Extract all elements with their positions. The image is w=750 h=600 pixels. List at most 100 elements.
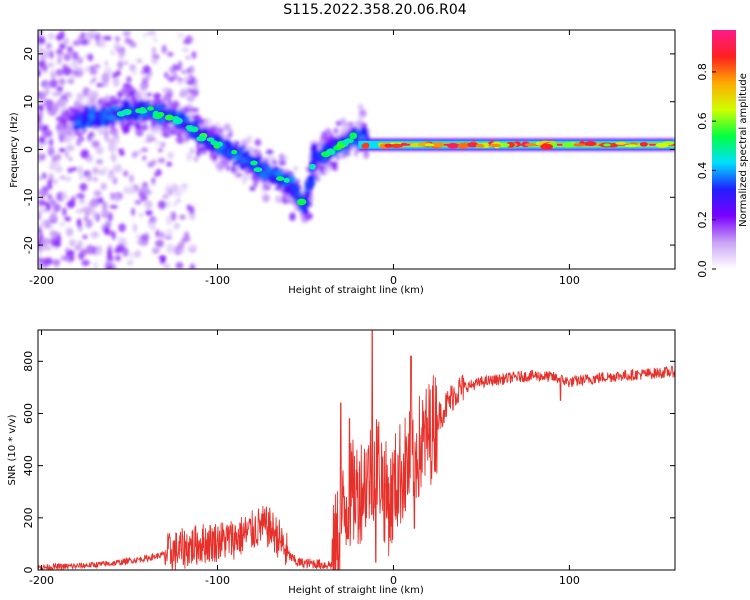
spectrogram-cell (114, 254, 121, 262)
spectrogram-cell (69, 254, 75, 262)
spectrogram-peak (296, 198, 307, 206)
spectrogram-cell (76, 92, 85, 102)
spectrogram-cell (153, 92, 162, 100)
x-tick-label: -100 (205, 574, 230, 587)
spectrogram-cell (278, 152, 285, 161)
spectrogram-cell (157, 157, 166, 164)
chart-title: S115.2022.358.20.06.R04 (283, 2, 466, 18)
spectrogram-cell (74, 131, 84, 137)
spectrogram-band-spot (488, 143, 502, 148)
spectrogram-cell (254, 138, 262, 147)
spectrogram-cell (151, 221, 156, 230)
spectrogram-cell (166, 243, 175, 254)
spectrogram-cell (93, 64, 101, 69)
spectrogram-cell (146, 133, 154, 140)
spectrogram-cell (161, 87, 170, 93)
spectrogram-cell (182, 47, 190, 53)
colorbar-ticks: 0.0 0.2 0.4 0.6 0.8 (696, 63, 716, 278)
spectrogram-peak (164, 114, 174, 121)
spectrogram-cell (225, 164, 231, 172)
spectrogram-cell (173, 245, 183, 256)
spectrogram-cell (122, 60, 129, 65)
spectrogram-cell (96, 82, 104, 88)
spectrogram-cell (83, 216, 88, 221)
spectrogram-cell (215, 149, 224, 156)
spectrogram-peak (253, 167, 263, 173)
spectrogram-band-spot (615, 141, 627, 145)
spectrogram-cell (193, 114, 202, 121)
spectrogram-cell (122, 186, 131, 194)
spectrogram-cell (80, 248, 88, 257)
spectrogram-cell (110, 49, 115, 56)
spectrogram-cell (240, 159, 247, 164)
spectrogram-cell (163, 263, 171, 269)
spectrogram-cell (187, 244, 195, 253)
spectrogram-band-spot (624, 144, 638, 148)
spectrogram-cell (193, 119, 200, 124)
spectrogram-cell (49, 230, 59, 239)
spectrogram-cell (157, 200, 167, 210)
spectrogram-cell (50, 71, 55, 77)
spectrogram-cell (66, 144, 75, 152)
spectrogram-cell (71, 166, 78, 172)
spectrogram-cell (46, 181, 53, 190)
spectrogram-cell (93, 190, 102, 197)
spectrogram-cell (289, 212, 296, 222)
spectrogram-cell (92, 77, 97, 82)
spectrogram-cell (167, 151, 174, 160)
spectrogram-cell (106, 254, 114, 262)
spectrogram-cell (93, 90, 99, 96)
spectrogram-peak (326, 148, 336, 156)
spectrogram-cell (213, 122, 222, 127)
spectrogram-cell (62, 63, 67, 72)
spectrogram-cell (77, 165, 84, 176)
spectrogram-cell (97, 97, 104, 106)
spectrogram-cell (49, 210, 58, 221)
x-tick-label: 100 (559, 574, 580, 587)
spectrogram-x-ticks: -200 -100 0 100 (29, 30, 580, 287)
spectrogram-peak (309, 163, 316, 170)
spectrogram-cell (71, 71, 76, 81)
spectrogram-cell (174, 128, 182, 134)
spectrogram-cell (76, 218, 82, 228)
spectrogram-peak (349, 132, 358, 140)
spectrogram-band-spot (457, 142, 468, 149)
spectrogram-cell (135, 234, 141, 239)
spectrogram-cell (157, 147, 164, 153)
spectrogram-cell (315, 177, 321, 183)
spectrogram-cell (151, 57, 159, 65)
spectrogram-cell (133, 112, 140, 120)
spectrogram-cell (111, 72, 119, 79)
spectrogram-cell (155, 229, 160, 238)
spectrogram-cell (107, 172, 116, 181)
spectrogram-cell (142, 155, 147, 161)
spectrogram-cell (119, 151, 125, 156)
spectrogram-cell (38, 60, 47, 69)
spectrogram-cell (205, 118, 213, 125)
spectrogram-cell (151, 177, 156, 184)
spectrogram-cell (126, 76, 132, 84)
spectrogram-band-spot (389, 143, 403, 149)
snr-x-ticks: -200 -100 0 100 (29, 330, 580, 587)
spectrogram-peak (156, 112, 165, 117)
spectrogram-cell (238, 145, 245, 152)
spectrogram-cell (128, 174, 135, 183)
spectrogram-cell (38, 36, 46, 45)
spectrogram-heatmap (38, 30, 675, 269)
spectrogram-cell (116, 61, 124, 69)
y-tick-label: -20 (22, 236, 35, 254)
spectrogram-cell (107, 143, 117, 153)
y-tick-label: -10 (22, 188, 35, 206)
spectrogram-cell (311, 150, 318, 156)
spectrogram-cell (330, 165, 339, 171)
spectrogram-cell (99, 38, 107, 49)
spectrogram-cell (129, 41, 137, 48)
spectrogram-cell (67, 167, 73, 174)
spectrogram-cell (39, 208, 48, 213)
spectrogram-cell (52, 178, 59, 185)
spectrogram-peak (190, 126, 198, 132)
spectrogram-band-spot (524, 143, 537, 147)
spectrogram-cell (246, 135, 252, 145)
spectrogram-cell (73, 120, 82, 126)
spectrogram-cell (151, 247, 160, 255)
